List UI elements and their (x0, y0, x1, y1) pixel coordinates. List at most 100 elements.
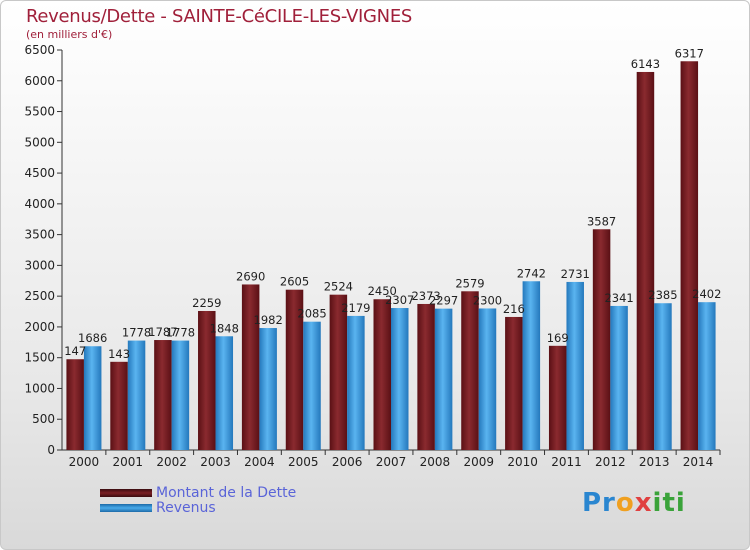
bar-dette (505, 316, 523, 450)
logo-part: Pr (582, 488, 616, 518)
bar-revenus (259, 328, 277, 450)
y-tick-label: 1500 (24, 351, 55, 365)
data-label-dette: 2259 (192, 296, 221, 310)
data-label-revenus: 2307 (385, 293, 414, 307)
data-label-revenus: 2300 (473, 293, 502, 307)
legend-label-dette: Montant de la Dette (156, 485, 297, 501)
bar-dette (417, 303, 435, 450)
data-label-dette: 2605 (280, 275, 309, 289)
data-label-revenus: 2085 (297, 307, 326, 321)
data-label-dette: 6317 (675, 46, 704, 60)
chart-subtitle: (en milliers d'€) (26, 28, 113, 41)
x-tick-label: 2002 (156, 455, 187, 469)
logo-part: x (634, 488, 653, 518)
y-tick-label: 5500 (24, 105, 55, 119)
data-label-dette: 147 (64, 344, 86, 358)
data-label-dette: 216 (503, 302, 525, 316)
bar-revenus (654, 303, 672, 450)
data-label-dette: 2524 (324, 280, 353, 294)
legend-swatch-dette (100, 489, 152, 497)
data-label-revenus: 2297 (429, 294, 458, 308)
bars (66, 61, 716, 451)
x-tick-label: 2008 (420, 455, 451, 469)
bar-revenus (698, 302, 716, 450)
y-tick-label: 500 (32, 412, 55, 426)
data-label-revenus: 1848 (210, 321, 239, 335)
data-label-revenus: 1778 (166, 326, 195, 340)
data-label-dette: 169 (547, 331, 569, 345)
bar-revenus (303, 321, 321, 450)
x-tick-label: 2003 (200, 455, 231, 469)
data-label-dette: 2450 (368, 284, 397, 298)
data-label-dette: 3587 (587, 214, 616, 228)
x-tick-label: 2009 (463, 455, 494, 469)
bar-revenus (171, 340, 190, 450)
bar-revenus (347, 315, 365, 450)
bar-dette (592, 229, 611, 450)
y-tick-label: 1000 (24, 381, 55, 395)
bar-dette (110, 361, 128, 450)
bar-dette (636, 71, 655, 450)
y-tick-label: 0 (47, 443, 55, 457)
logo-part: iti (652, 488, 686, 518)
bar-revenus (478, 308, 497, 450)
bar-revenus (215, 336, 234, 450)
x-tick-label: 2004 (244, 455, 275, 469)
data-label-revenus: 2742 (517, 266, 546, 280)
bar-dette (154, 340, 172, 450)
data-label-revenus: 2179 (341, 301, 370, 315)
x-tick-label: 2001 (113, 455, 144, 469)
bar-dette (198, 310, 216, 450)
y-tick-label: 3500 (24, 228, 55, 242)
x-tick-label: 2011 (551, 455, 582, 469)
y-tick-label: 2000 (24, 320, 55, 334)
bar-revenus (610, 305, 628, 450)
bar-revenus (127, 340, 146, 450)
proxiti-logo: Proxiti (582, 488, 686, 518)
data-label-revenus: 1686 (78, 331, 107, 345)
x-tick-label: 2006 (332, 455, 363, 469)
x-tick-label: 2010 (507, 455, 538, 469)
bar-revenus (566, 281, 584, 450)
data-label-dette: 2579 (455, 276, 484, 290)
y-tick-label: 5000 (24, 135, 55, 149)
bar-revenus (83, 346, 102, 450)
bar-dette (548, 345, 567, 450)
y-tick-label: 4500 (24, 166, 55, 180)
legend-label-revenus: Revenus (156, 500, 216, 516)
y-tick-label: 6000 (24, 74, 55, 88)
data-label-dette: 6143 (631, 57, 660, 71)
bar-dette (680, 61, 699, 451)
data-label-dette: 143 (108, 347, 130, 361)
data-label-revenus: 2385 (648, 288, 677, 302)
bar-dette (373, 299, 391, 450)
data-label-revenus: 2341 (604, 291, 633, 305)
data-label-revenus: 1982 (254, 313, 283, 327)
data-label-dette: 1787 (148, 325, 177, 339)
y-tick-label: 3000 (24, 258, 55, 272)
x-tick-label: 2014 (683, 455, 714, 469)
bar-dette (461, 291, 479, 450)
data-label-revenus: 1778 (122, 326, 151, 340)
data-label-dette: 2373 (411, 289, 440, 303)
bar-revenus (434, 308, 453, 450)
axes: 0 500 1000 1500 2000 2500 3000 3500 4000 4500 5000… (24, 43, 721, 469)
data-label-revenus: 2731 (561, 267, 590, 281)
logo-part: o (615, 488, 635, 518)
legend-swatch-revenus (100, 504, 152, 512)
bar-dette (285, 289, 304, 450)
y-tick-label: 6500 (24, 43, 55, 57)
x-tick-label: 2007 (376, 455, 407, 469)
x-tick-label: 2005 (288, 455, 319, 469)
bar-dette (241, 284, 260, 450)
x-tick-label: 2013 (639, 455, 670, 469)
x-tick-label: 2000 (69, 455, 100, 469)
x-tick-label: 2012 (595, 455, 626, 469)
bar-revenus (522, 281, 541, 450)
bar-dette (66, 359, 84, 450)
bar-dette (329, 294, 348, 450)
y-tick-label: 4000 (24, 197, 55, 211)
